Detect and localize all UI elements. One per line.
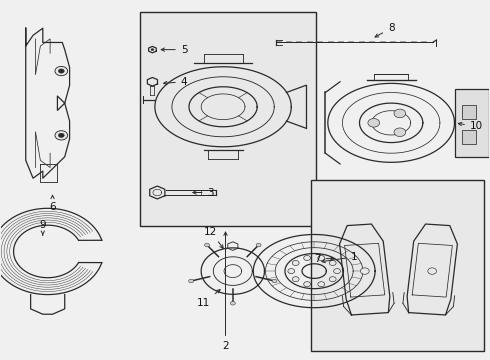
Bar — [455, 89, 489, 157]
Circle shape — [205, 243, 210, 247]
Circle shape — [329, 261, 336, 265]
Bar — [462, 105, 476, 119]
Circle shape — [256, 243, 261, 247]
Circle shape — [189, 279, 194, 283]
Text: 7: 7 — [314, 253, 334, 264]
Circle shape — [151, 49, 154, 51]
Text: 11: 11 — [197, 290, 220, 308]
Text: 10: 10 — [458, 121, 483, 131]
Text: 6: 6 — [49, 195, 56, 212]
Circle shape — [304, 282, 311, 287]
Text: 4: 4 — [164, 77, 187, 87]
Text: 9: 9 — [40, 220, 46, 235]
Text: 5: 5 — [161, 45, 187, 55]
Circle shape — [329, 277, 336, 282]
Circle shape — [334, 269, 341, 274]
Circle shape — [361, 268, 369, 274]
Circle shape — [55, 131, 68, 140]
Bar — [462, 130, 476, 144]
Circle shape — [368, 118, 380, 127]
Circle shape — [318, 282, 325, 287]
Circle shape — [230, 301, 235, 305]
Circle shape — [394, 109, 406, 118]
Bar — [311, 180, 484, 351]
Circle shape — [394, 128, 406, 136]
Circle shape — [292, 277, 299, 282]
Text: 1: 1 — [322, 252, 358, 263]
Circle shape — [58, 69, 64, 73]
Circle shape — [292, 261, 299, 265]
Text: 2: 2 — [222, 232, 229, 351]
Circle shape — [318, 256, 325, 261]
Circle shape — [272, 279, 277, 283]
Text: 8: 8 — [375, 23, 394, 37]
Circle shape — [58, 133, 64, 138]
Text: 3: 3 — [193, 188, 214, 198]
Circle shape — [428, 268, 437, 274]
Circle shape — [55, 66, 68, 76]
Circle shape — [304, 256, 311, 261]
Text: 12: 12 — [204, 227, 223, 248]
Bar — [140, 12, 316, 226]
Circle shape — [288, 269, 294, 274]
